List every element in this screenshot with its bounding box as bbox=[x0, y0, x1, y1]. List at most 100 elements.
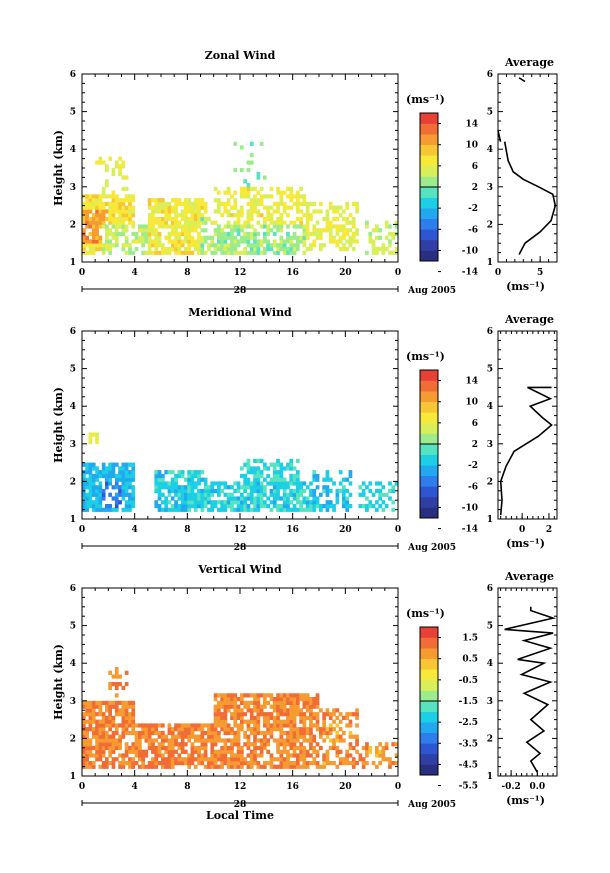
heatmap-cell bbox=[82, 749, 86, 754]
heatmap-cell bbox=[105, 216, 109, 222]
heatmap-cell bbox=[111, 220, 116, 225]
heatmap-cell bbox=[131, 761, 136, 766]
heatmap-cell bbox=[190, 243, 195, 248]
heatmap-cell bbox=[259, 492, 264, 497]
heatmap-cell bbox=[243, 488, 247, 494]
heatmap-cell bbox=[236, 757, 241, 762]
heatmap-cell bbox=[128, 201, 132, 206]
heatmap-cell bbox=[95, 432, 99, 437]
heatmap-cell bbox=[335, 753, 340, 758]
heatmap-cell bbox=[345, 753, 349, 758]
heatmap-cell bbox=[240, 213, 244, 218]
heatmap-cell bbox=[348, 492, 353, 497]
heatmap-cell bbox=[345, 488, 349, 494]
heatmap-cell bbox=[328, 712, 333, 717]
heatmap-cell bbox=[276, 216, 280, 222]
heatmap-cell bbox=[276, 462, 280, 467]
heatmap-cell bbox=[144, 734, 149, 739]
heatmap-cell bbox=[319, 507, 323, 512]
colorbar-tick-label: -14 bbox=[462, 268, 478, 278]
heatmap-cell bbox=[246, 477, 251, 482]
heatmap-cell bbox=[335, 715, 340, 720]
x-tick-label: 12 bbox=[234, 782, 247, 792]
heatmap-cell bbox=[88, 504, 93, 509]
heatmap-cell bbox=[226, 496, 231, 501]
heatmap-cell bbox=[226, 745, 231, 751]
heatmap-cell bbox=[184, 496, 188, 501]
heatmap-cell bbox=[391, 235, 396, 240]
heatmap-cell bbox=[249, 247, 254, 252]
heatmap-cell bbox=[309, 216, 313, 222]
heatmap-cell bbox=[391, 742, 396, 747]
heatmap-cell bbox=[114, 473, 119, 479]
heatmap-cell bbox=[124, 485, 129, 490]
heatmap-cell bbox=[118, 466, 122, 471]
heatmap-cell bbox=[345, 477, 349, 482]
heatmap-cell bbox=[217, 485, 221, 490]
colorbar-tick-label: -2.5 bbox=[459, 718, 478, 728]
heatmap-cell bbox=[85, 727, 89, 732]
heatmap-cell bbox=[282, 749, 287, 754]
heatmap-cell bbox=[213, 723, 218, 728]
heatmap-cell bbox=[394, 753, 399, 758]
heatmap-cell bbox=[124, 670, 129, 675]
heatmap-cell bbox=[134, 723, 139, 728]
heatmap-cell bbox=[322, 243, 326, 248]
heatmap-cell bbox=[187, 250, 191, 255]
heatmap-cell bbox=[101, 738, 106, 743]
heatmap-cell bbox=[85, 700, 89, 705]
heatmap-cell bbox=[164, 496, 168, 501]
heatmap-cell bbox=[276, 485, 280, 490]
heatmap-cell bbox=[348, 243, 353, 248]
heatmap-cell bbox=[230, 235, 234, 240]
heatmap-cell bbox=[193, 738, 198, 743]
heatmap-cell bbox=[134, 749, 139, 754]
heatmap-cell bbox=[131, 504, 136, 509]
heatmap-cell bbox=[118, 216, 122, 222]
heatmap-cell bbox=[184, 485, 188, 490]
heatmap-cell bbox=[134, 235, 139, 240]
heatmap-cell bbox=[230, 213, 234, 218]
heatmap-cell bbox=[296, 198, 300, 203]
heatmap-cell bbox=[368, 481, 373, 486]
heatmap-cell bbox=[253, 500, 257, 505]
heatmap-cell bbox=[164, 500, 168, 505]
heatmap-cell bbox=[361, 745, 366, 751]
heatmap-cell bbox=[114, 194, 119, 199]
heatmap-cell bbox=[124, 723, 129, 728]
heatmap-cell bbox=[236, 481, 241, 486]
heatmap-cell bbox=[98, 224, 103, 229]
heatmap-cell bbox=[305, 247, 310, 252]
heatmap-cell bbox=[243, 250, 247, 255]
heatmap-cell bbox=[88, 216, 93, 222]
heatmap-cell bbox=[98, 757, 103, 762]
heatmap-cell bbox=[101, 247, 106, 252]
heatmap-cell bbox=[230, 231, 234, 237]
heatmap-cell bbox=[210, 761, 215, 766]
heatmap-cell bbox=[177, 224, 182, 229]
heatmap-cell bbox=[174, 201, 178, 206]
heatmap-cell bbox=[85, 492, 89, 497]
heatmap-cell bbox=[111, 749, 116, 754]
heatmap-cell bbox=[233, 224, 238, 229]
heatmap-cell bbox=[118, 485, 122, 490]
heatmap-cell bbox=[203, 764, 208, 769]
heatmap-cell bbox=[279, 700, 284, 705]
heatmap-cell bbox=[187, 470, 191, 475]
heatmap-cell bbox=[88, 201, 93, 206]
heatmap-cell bbox=[154, 470, 159, 475]
heatmap-cell bbox=[138, 235, 142, 240]
heatmap-cell bbox=[263, 693, 267, 698]
heatmap-cell bbox=[279, 247, 284, 252]
heatmap-cell bbox=[213, 488, 218, 494]
heatmap-cell bbox=[101, 473, 106, 479]
heatmap-cell bbox=[190, 757, 195, 762]
heatmap-cell bbox=[309, 712, 313, 717]
colorbar-tick-label: -2 bbox=[468, 204, 478, 214]
heatmap-cell bbox=[272, 220, 277, 225]
heatmap-cell bbox=[279, 477, 284, 482]
heatmap-cell bbox=[236, 730, 241, 736]
heatmap-cell bbox=[213, 742, 218, 747]
colorbar-tick-label: -2 bbox=[468, 461, 478, 471]
